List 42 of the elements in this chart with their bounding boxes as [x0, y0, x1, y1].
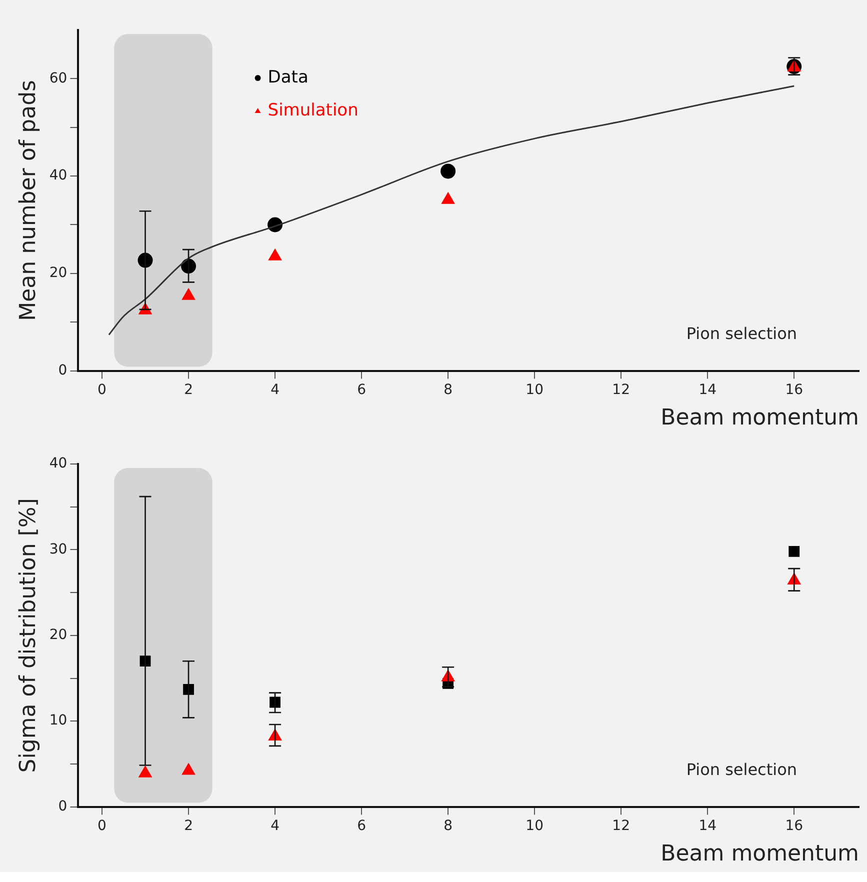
point — [182, 288, 196, 300]
y-tick-label: 10 — [49, 712, 68, 729]
y-tick-label: 30 — [49, 541, 68, 558]
y-tick-label: 40 — [49, 456, 68, 472]
y-tick-label: 20 — [49, 265, 68, 282]
x-tick-label: 4 — [270, 382, 280, 398]
y-axis-title: Sigma of distribution [%] — [16, 498, 41, 773]
x-tick-label: 8 — [444, 382, 453, 398]
y-axis-title: Mean number of pads — [16, 80, 41, 321]
x-tick-label: 16 — [785, 382, 804, 398]
y-tick-label: 0 — [58, 362, 68, 378]
point — [182, 763, 196, 775]
x-tick-label: 12 — [612, 382, 630, 398]
x-tick-label: 0 — [98, 382, 106, 398]
point — [440, 164, 456, 179]
y-tick-label: 20 — [49, 627, 68, 644]
x-tick-label: 2 — [184, 818, 193, 834]
x-tick-label: 10 — [526, 382, 544, 398]
point — [442, 192, 455, 204]
point — [788, 546, 800, 557]
x-tick-label: 8 — [444, 818, 453, 834]
x-axis-title: Beam momentum — [660, 406, 859, 431]
x-tick-label: 4 — [270, 818, 280, 834]
x-tick-label: 2 — [184, 382, 193, 398]
y-tick-label: 60 — [49, 70, 68, 86]
x-tick-label: 12 — [612, 818, 630, 834]
x-axis-title: Beam momentum — [660, 842, 859, 867]
annotation: Pion selection — [686, 324, 797, 343]
point — [268, 248, 282, 260]
x-tick-label: 16 — [785, 818, 804, 834]
y-tick-label: 40 — [49, 168, 68, 184]
x-tick-label: 14 — [698, 818, 717, 834]
legend-label: Simulation — [268, 100, 358, 120]
x-tick-label: 6 — [357, 382, 366, 398]
point — [138, 766, 152, 778]
x-tick-label: 6 — [357, 818, 366, 834]
legend-label: Data — [268, 67, 308, 88]
annotation: Pion selection — [686, 760, 797, 779]
x-tick-label: 14 — [698, 382, 717, 398]
y-tick-label: 0 — [58, 798, 68, 814]
x-tick-label: 0 — [98, 818, 106, 834]
x-tick-label: 10 — [526, 818, 544, 834]
